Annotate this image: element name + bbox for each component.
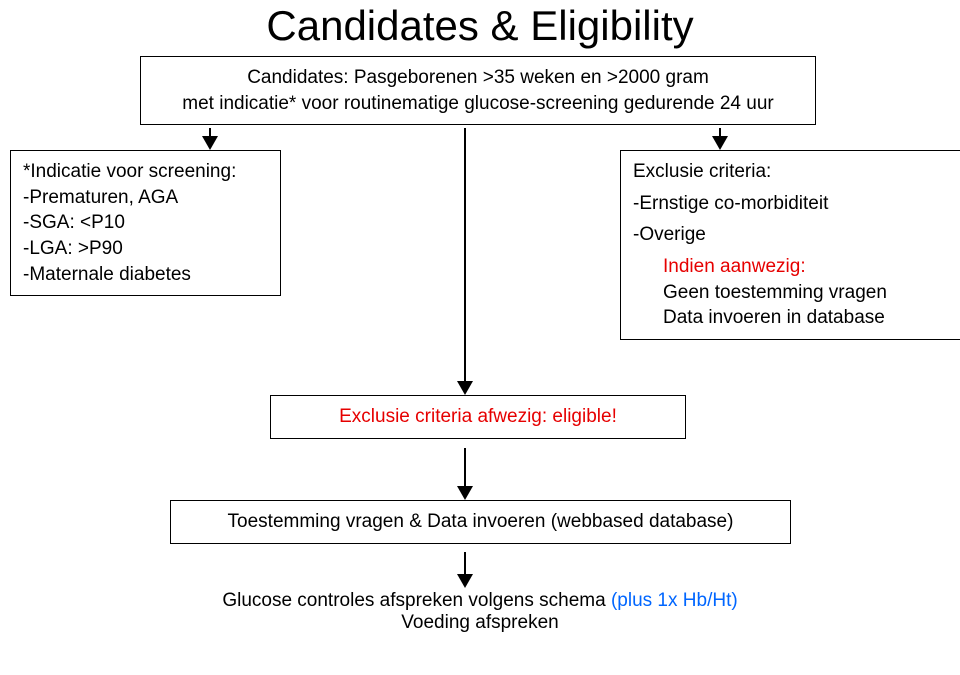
footer-line1: Glucose controles afspreken volgens sche… — [0, 590, 960, 612]
action-box: Toestemming vragen & Data invoeren (webb… — [170, 500, 791, 544]
indication-item: -Prematuren, AGA — [23, 185, 268, 211]
footer-line1-blue: (plus 1x Hb/Ht) — [611, 590, 738, 611]
exclusion-heading: Exclusie criteria: — [633, 159, 953, 185]
eligible-box: Exclusie criteria afwezig: eligible! — [270, 395, 686, 439]
indication-item: -LGA: >P90 — [23, 236, 268, 262]
exclusion-red-line: Indien aanwezig: — [663, 254, 953, 280]
candidates-line1: Candidates: Pasgeborenen >35 weken en >2… — [153, 65, 803, 91]
exclusion-item: -Overige — [633, 222, 953, 248]
action-text: Toestemming vragen & Data invoeren (webb… — [228, 511, 734, 532]
candidates-box: Candidates: Pasgeborenen >35 weken en >2… — [140, 56, 816, 125]
indication-heading: *Indicatie voor screening: — [23, 159, 268, 185]
eligible-text: Exclusie criteria afwezig: eligible! — [339, 406, 617, 427]
exclusion-box: Exclusie criteria: -Ernstige co-morbidit… — [620, 150, 960, 340]
indication-item: -Maternale diabetes — [23, 262, 268, 288]
indication-box: *Indicatie voor screening: -Prematuren, … — [10, 150, 281, 296]
exclusion-item: -Ernstige co-morbiditeit — [633, 191, 953, 217]
footer-line2: Voeding afspreken — [0, 612, 960, 634]
indication-item: -SGA: <P10 — [23, 210, 268, 236]
footer-line1-pre: Glucose controles afspreken volgens sche… — [222, 590, 611, 611]
exclusion-indent-line: Geen toestemming vragen — [663, 280, 953, 306]
footer-block: Glucose controles afspreken volgens sche… — [0, 590, 960, 634]
exclusion-indent-line: Data invoeren in database — [663, 305, 953, 331]
candidates-line2: met indicatie* voor routinematige glucos… — [153, 91, 803, 117]
page-title: Candidates & Eligibility — [0, 2, 960, 50]
